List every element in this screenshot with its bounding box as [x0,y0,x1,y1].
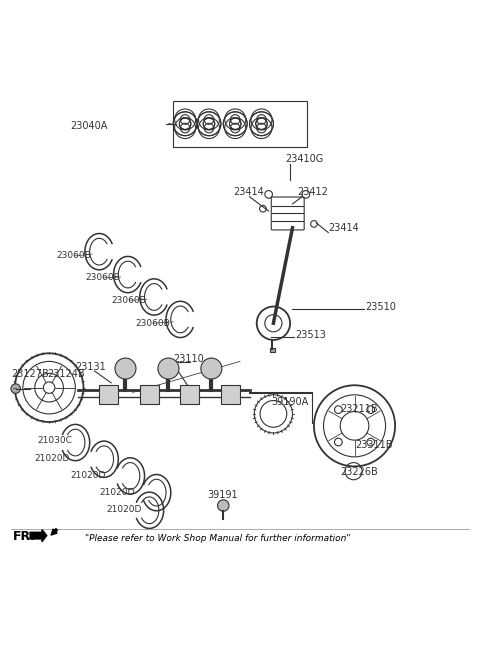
Text: 23412: 23412 [297,188,328,197]
Circle shape [158,358,179,379]
Text: 39190A: 39190A [271,398,308,407]
Text: 23124B: 23124B [48,369,85,379]
Bar [180,385,199,404]
Bar [173,101,307,147]
Bar [270,348,276,352]
Polygon shape [30,529,47,542]
Text: 23211B: 23211B [340,405,378,415]
Text: 23311B: 23311B [356,440,393,450]
Text: 21020D: 21020D [99,488,134,497]
Text: "Please refer to Work Shop Manual for further information": "Please refer to Work Shop Manual for fu… [85,535,350,543]
Text: 23110: 23110 [173,354,204,364]
Text: 23510: 23510 [365,302,396,312]
Text: 39191: 39191 [207,491,238,501]
Text: 21030C: 21030C [37,436,72,445]
Text: 21020D: 21020D [107,504,142,514]
Text: 21020D: 21020D [71,471,106,480]
Bar [221,385,240,404]
Circle shape [217,500,229,511]
Text: 23414: 23414 [233,188,264,197]
Bar [140,385,159,404]
Text: 23410G: 23410G [285,154,324,164]
Text: 21020D: 21020D [35,454,70,462]
Text: FR.: FR. [13,530,36,543]
Text: 23060B: 23060B [85,274,120,282]
Text: 23226B: 23226B [340,466,378,476]
Text: 23414: 23414 [328,223,359,233]
Circle shape [201,358,222,379]
Text: 23060B: 23060B [56,251,91,260]
Text: 23040A: 23040A [71,121,108,131]
Text: 23060B: 23060B [135,319,170,327]
Text: 23131: 23131 [75,362,106,372]
Bar [99,385,118,404]
Circle shape [11,384,21,394]
Circle shape [115,358,136,379]
Text: 23127B: 23127B [11,369,48,379]
Text: 23060B: 23060B [111,296,146,304]
Text: 23513: 23513 [295,330,326,340]
